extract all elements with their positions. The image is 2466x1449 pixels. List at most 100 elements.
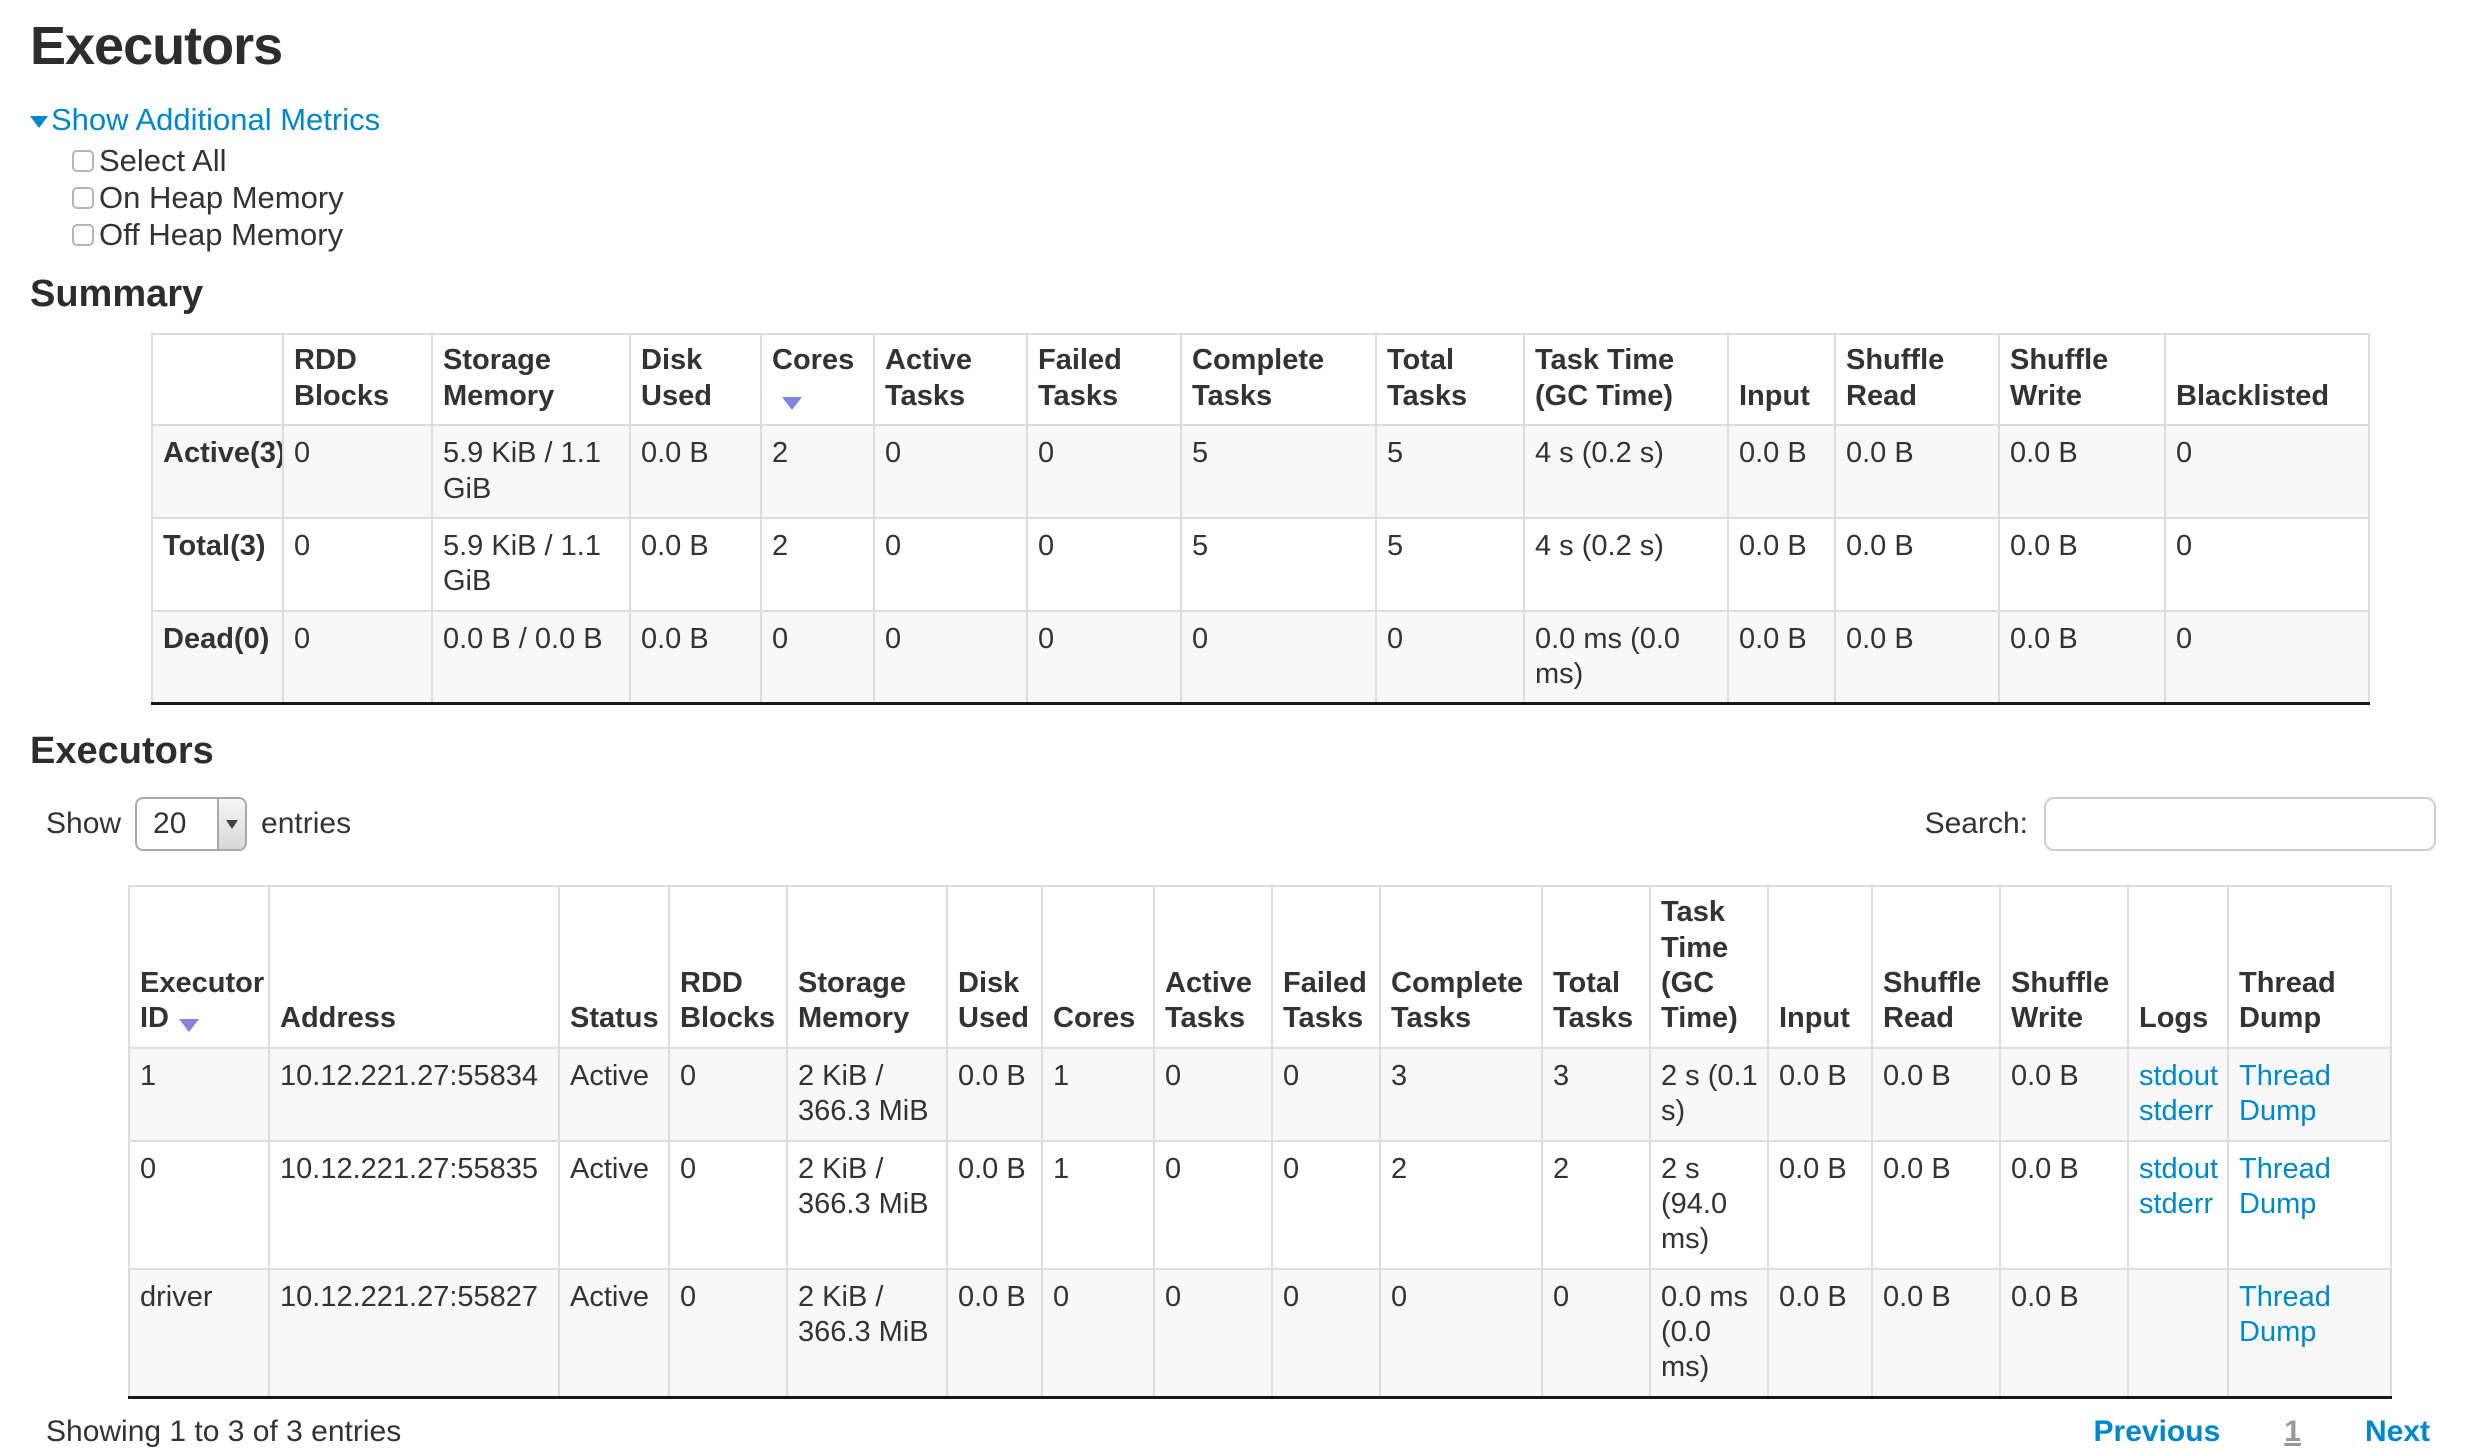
cell-rdd-blocks: 0 [282, 609, 433, 706]
cell-total-tasks: 0 [1541, 1267, 1651, 1399]
search-input[interactable] [2044, 797, 2436, 852]
cell-executor-id: 0 [128, 1139, 270, 1270]
summary-row-dead: Dead(0) 0 0.0 B / 0.0 B 0.0 B 0 0 0 0 0 … [151, 609, 2370, 706]
summary-col-task-time[interactable]: Task Time (GC Time) [1523, 333, 1729, 427]
executors-col-total-tasks[interactable]: Total Tasks [1541, 885, 1651, 1049]
cell-complete-tasks: 0 [1180, 609, 1377, 706]
search-control: Search: [1925, 797, 2436, 852]
cell-blacklisted: 0 [2164, 516, 2370, 612]
thread-dump-link[interactable]: Thread Dump [2239, 1280, 2331, 1349]
summary-header-row: RDD Blocks Storage Memory Disk Used Core… [151, 333, 2370, 427]
executors-col-complete-tasks[interactable]: Complete Tasks [1379, 885, 1543, 1049]
summary-col-failed-tasks[interactable]: Failed Tasks [1026, 333, 1182, 427]
thread-dump-link[interactable]: Thread Dump [2239, 1152, 2331, 1220]
entries-info: Showing 1 to 3 of 3 entries [46, 1414, 402, 1448]
summary-col-cores[interactable]: Cores [760, 333, 875, 427]
executors-col-address[interactable]: Address [268, 885, 560, 1049]
stdout-link[interactable]: stdout [2139, 1059, 2218, 1092]
summary-col-input[interactable]: Input [1727, 333, 1836, 427]
executors-col-cores[interactable]: Cores [1041, 885, 1155, 1049]
cell-disk-used: 0.0 B [946, 1139, 1043, 1270]
executors-col-active-tasks[interactable]: Active Tasks [1153, 885, 1273, 1049]
cell-active-tasks: 0 [1153, 1267, 1273, 1399]
thread-dump-link[interactable]: Thread Dump [2239, 1059, 2331, 1128]
executors-col-rdd-blocks[interactable]: RDD Blocks [668, 885, 788, 1049]
cell-shuffle-read: 0.0 B [1834, 609, 2000, 706]
cell-address: 10.12.221.27:55835 [268, 1139, 560, 1270]
summary-col-disk-used[interactable]: Disk Used [629, 333, 762, 427]
summary-col-blank[interactable] [151, 333, 284, 427]
executor-row: 1 10.12.221.27:55834 Active 0 2 KiB / 36… [128, 1046, 2392, 1142]
cell-cores: 2 [760, 424, 875, 519]
cell-total-tasks: 3 [1541, 1046, 1651, 1142]
cell-complete-tasks: 3 [1379, 1046, 1543, 1142]
next-page-button[interactable]: Next [2364, 1414, 2430, 1448]
summary-col-shuffle-read[interactable]: Shuffle Read [1834, 333, 2000, 427]
executors-col-shuffle-write[interactable]: Shuffle Write [1999, 885, 2129, 1049]
executors-col-failed-tasks[interactable]: Failed Tasks [1271, 885, 1381, 1049]
executor-row: 0 10.12.221.27:55835 Active 0 2 KiB / 36… [128, 1139, 2392, 1270]
pagination: Previous 1 Next [2094, 1415, 2430, 1449]
cell-active-tasks: 0 [873, 609, 1028, 706]
executors-col-shuffle-read[interactable]: Shuffle Read [1871, 885, 2001, 1049]
off-heap-memory-checkbox[interactable] [72, 224, 94, 247]
cell-shuffle-write: 0.0 B [1999, 1139, 2129, 1270]
summary-row-label: Dead(0) [151, 609, 284, 706]
chevron-down-icon [226, 819, 239, 829]
executors-heading: Executors [30, 730, 214, 773]
cell-input: 0.0 B [1767, 1139, 1873, 1270]
cell-rdd-blocks: 0 [668, 1267, 788, 1399]
executors-col-thread-dump[interactable]: Thread Dump [2227, 885, 2392, 1049]
cell-shuffle-write: 0.0 B [1999, 1046, 2129, 1142]
summary-col-total-tasks[interactable]: Total Tasks [1375, 333, 1525, 427]
stderr-link[interactable]: stderr [2139, 1095, 2214, 1128]
cell-shuffle-read: 0.0 B [1834, 516, 2000, 612]
cell-active-tasks: 0 [873, 424, 1028, 519]
executors-col-task-time[interactable]: Task Time (GC Time) [1649, 885, 1769, 1049]
entries-select-arrow-strip[interactable] [217, 799, 246, 850]
cell-shuffle-read: 0.0 B [1834, 424, 2000, 519]
summary-col-rdd-blocks[interactable]: RDD Blocks [282, 333, 433, 427]
select-all-checkbox[interactable] [72, 150, 94, 173]
summary-col-shuffle-write[interactable]: Shuffle Write [1998, 333, 2166, 427]
stdout-link[interactable]: stdout [2139, 1152, 2218, 1185]
cell-complete-tasks: 5 [1180, 516, 1377, 612]
page-number-1[interactable]: 1 [2284, 1414, 2301, 1448]
summary-col-complete-tasks[interactable]: Complete Tasks [1180, 333, 1377, 427]
executors-col-input[interactable]: Input [1767, 885, 1873, 1049]
executors-col-logs[interactable]: Logs [2127, 885, 2229, 1049]
table-footer: Showing 1 to 3 of 3 entries Previous 1 N… [46, 1415, 2436, 1449]
cell-logs: stdout stderr [2127, 1046, 2229, 1142]
metric-option-off-heap-memory[interactable]: Off Heap Memory [72, 217, 2436, 254]
cell-storage-memory: 2 KiB / 366.3 MiB [786, 1267, 948, 1399]
summary-col-active-tasks[interactable]: Active Tasks [873, 333, 1028, 427]
summary-row-active: Active(3) 0 5.9 KiB / 1.1 GiB 0.0 B 2 0 … [151, 424, 2370, 519]
metric-option-label: Off Heap Memory [99, 217, 344, 253]
show-additional-metrics-toggle[interactable]: Show Additional Metrics [30, 101, 380, 139]
summary-col-cores-label: Cores [772, 344, 855, 377]
cell-thread-dump: Thread Dump [2227, 1267, 2392, 1399]
executors-col-disk-used[interactable]: Disk Used [946, 885, 1043, 1049]
cell-complete-tasks: 5 [1180, 424, 1377, 519]
previous-page-button[interactable]: Previous [2093, 1414, 2221, 1448]
metric-option-select-all[interactable]: Select All [72, 143, 2436, 180]
on-heap-memory-checkbox[interactable] [72, 187, 94, 210]
metric-option-on-heap-memory[interactable]: On Heap Memory [72, 180, 2436, 217]
cell-task-time: 0.0 ms (0.0 ms) [1523, 609, 1729, 706]
summary-col-storage-memory[interactable]: Storage Memory [431, 333, 631, 427]
executors-header-row: Executor ID Address Status RDD Blocks St… [128, 885, 2392, 1049]
summary-col-blacklisted[interactable]: Blacklisted [2164, 333, 2370, 427]
stderr-link[interactable]: stderr [2139, 1187, 2214, 1220]
summary-row-label: Total(3) [151, 516, 284, 612]
executors-col-executor-id[interactable]: Executor ID [128, 885, 270, 1049]
cell-failed-tasks: 0 [1271, 1046, 1381, 1142]
cell-status: Active [558, 1267, 670, 1399]
executors-col-status[interactable]: Status [558, 885, 670, 1049]
executors-col-storage-memory[interactable]: Storage Memory [786, 885, 948, 1049]
entries-select[interactable]: 20 [135, 797, 248, 852]
cell-storage-memory: 2 KiB / 366.3 MiB [786, 1046, 948, 1142]
executor-row: driver 10.12.221.27:55827 Active 0 2 KiB… [128, 1267, 2392, 1399]
cell-total-tasks: 0 [1375, 609, 1525, 706]
cell-blacklisted: 0 [2164, 609, 2370, 706]
cell-blacklisted: 0 [2164, 424, 2370, 519]
